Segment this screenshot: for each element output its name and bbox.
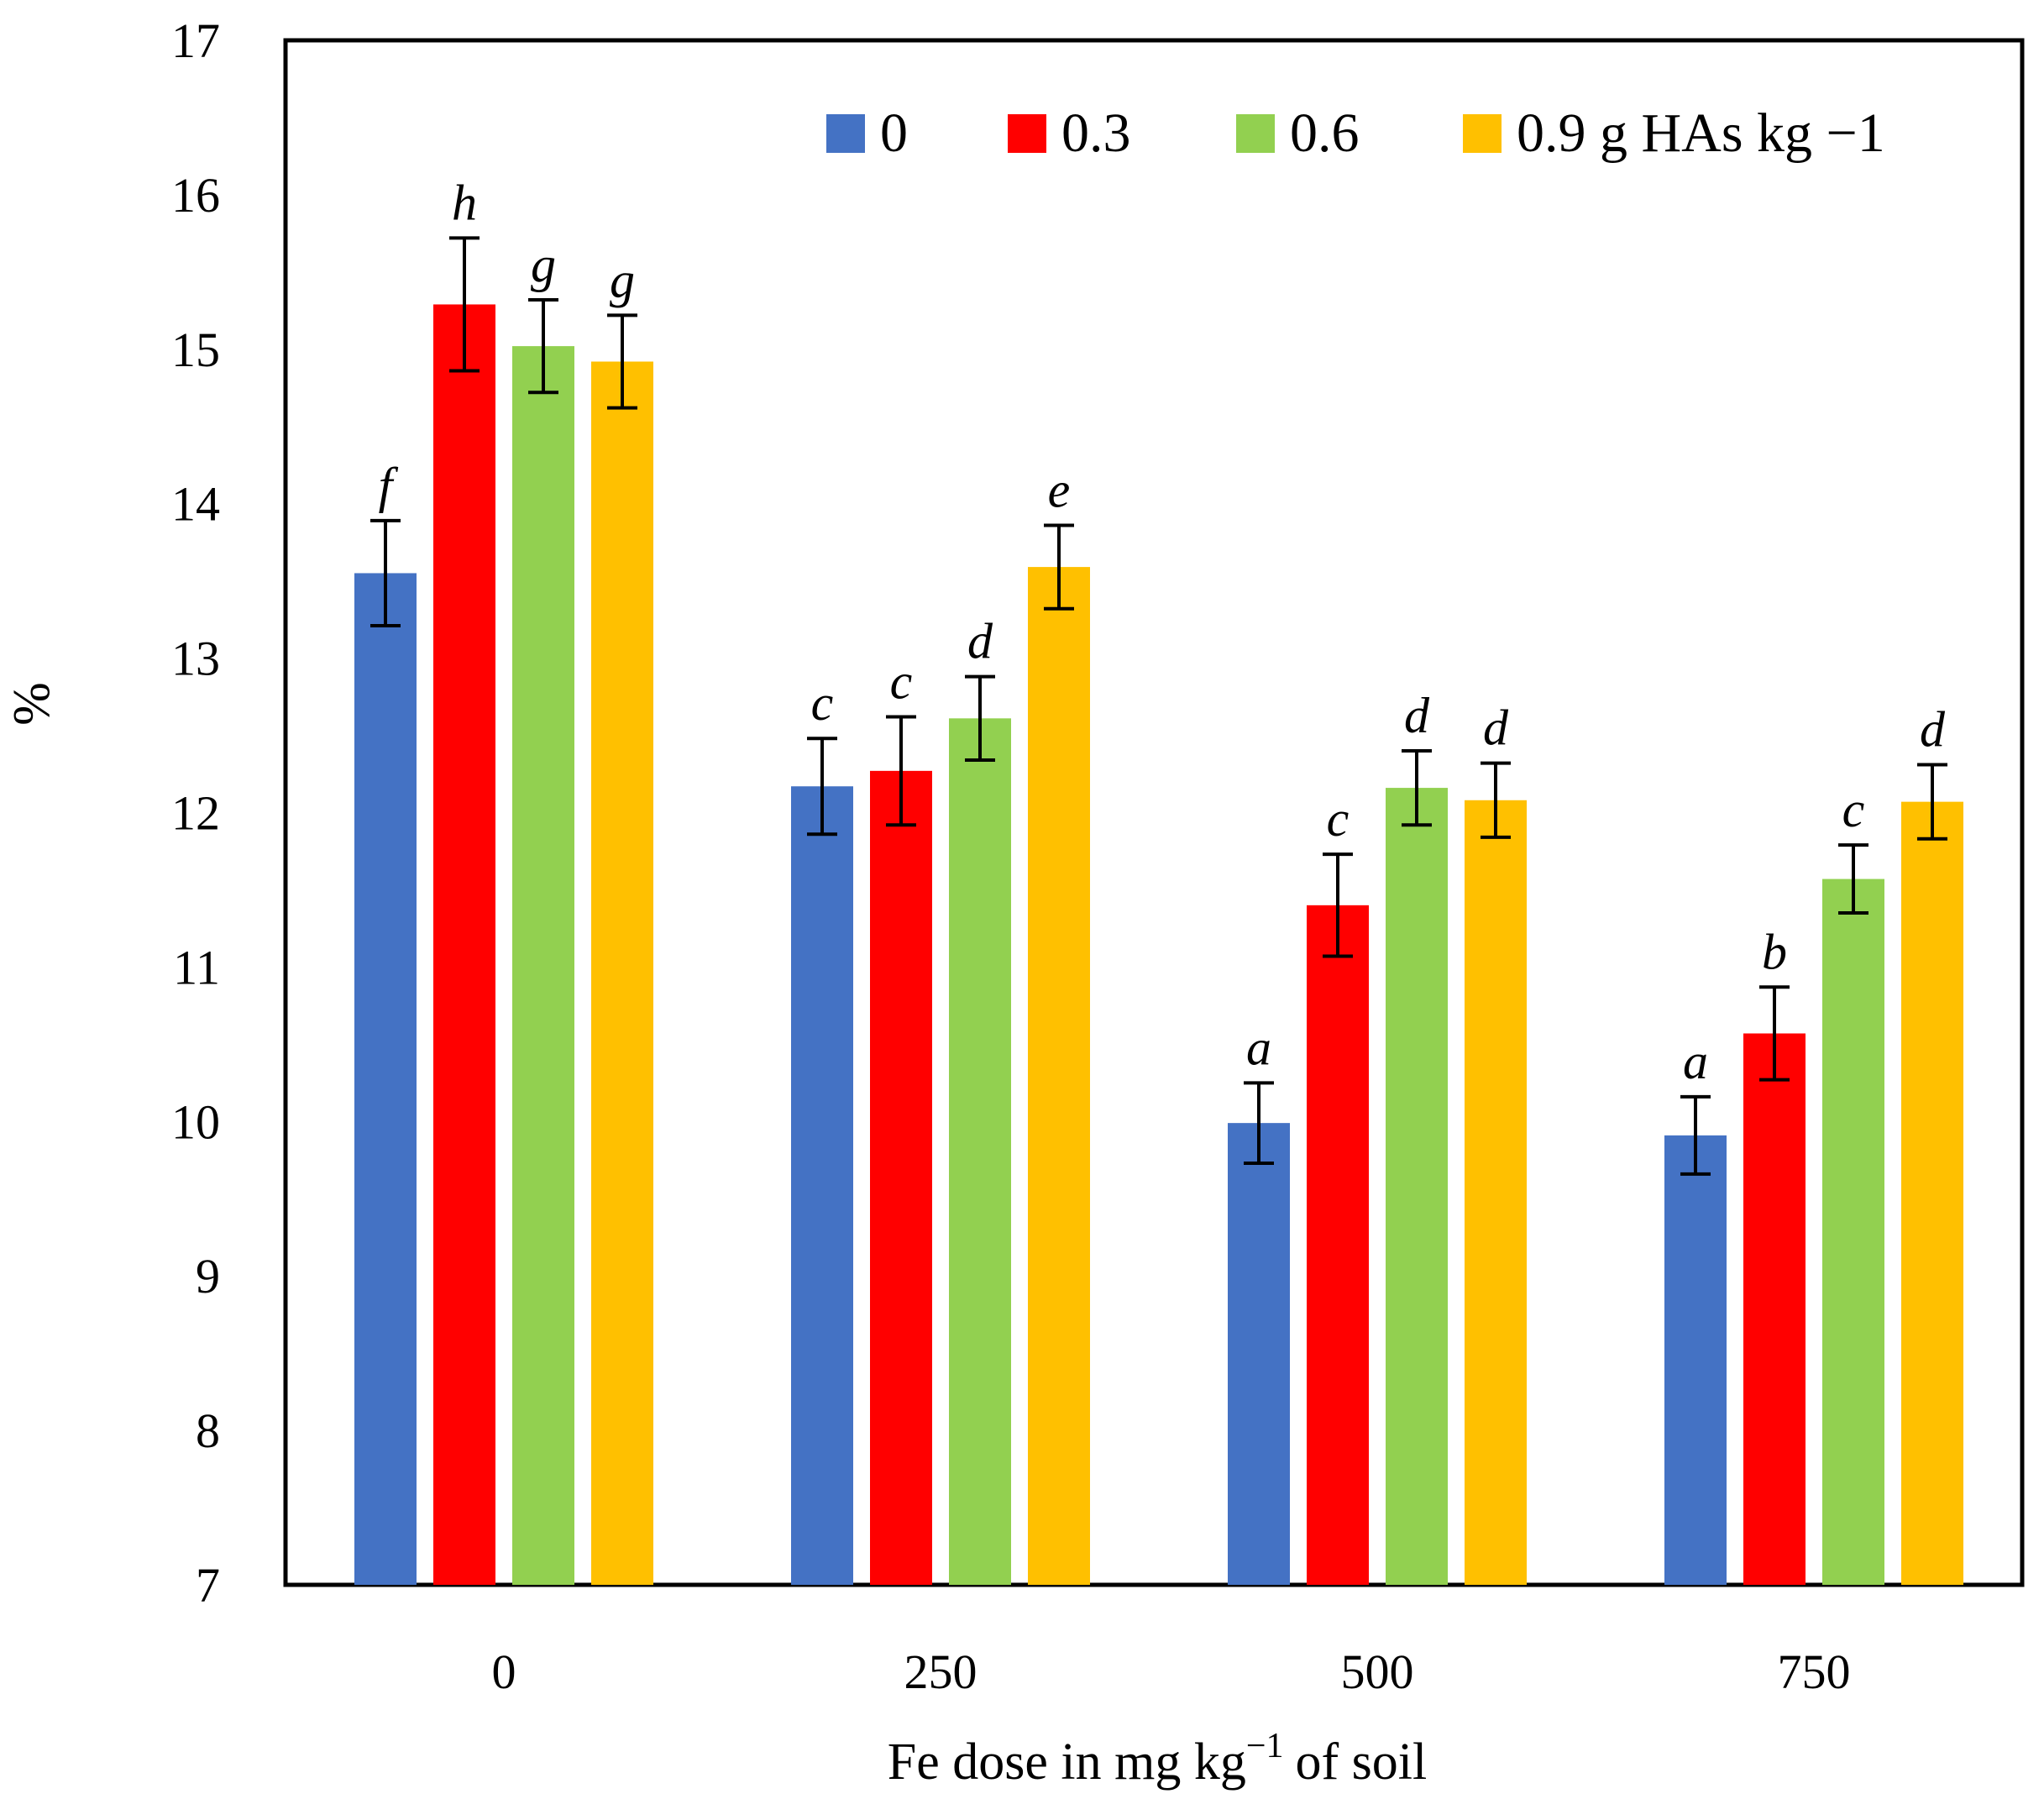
- x-tick-label-750: 750: [1778, 1644, 1851, 1699]
- bar-0-9-g-has-kg-1-at-750: [1901, 801, 1963, 1585]
- bar-0-at-0: [354, 573, 417, 1585]
- significance-letter: c: [1327, 791, 1350, 847]
- legend-label-0-3: 0.3: [1061, 102, 1131, 164]
- legend-swatch-0-9-g-has-kg-1: [1463, 114, 1502, 153]
- legend: 0 0.3 0.6 0.9 g HAs kg −1: [826, 102, 1885, 164]
- significance-letter: a: [1683, 1034, 1708, 1089]
- x-tick-label-500: 500: [1341, 1644, 1414, 1699]
- legend-swatch-0-3: [1008, 114, 1046, 153]
- significance-letter: c: [811, 675, 834, 731]
- bar-0-9-g-has-kg-1-at-250: [1028, 567, 1090, 1585]
- x-axis-title-superscript: −1: [1246, 1727, 1284, 1765]
- y-tick-label-16: 16: [171, 168, 220, 223]
- significance-letter: a: [1246, 1020, 1271, 1075]
- significance-letter: c: [890, 653, 913, 709]
- bar-0-6-at-500: [1386, 788, 1448, 1585]
- y-tick-label-8: 8: [196, 1403, 220, 1458]
- legend-label-0-9-g-has-kg-1: 0.9 g HAs kg −1: [1517, 102, 1885, 164]
- y-tick-label-9: 9: [196, 1249, 220, 1303]
- significance-letter: d: [967, 614, 993, 669]
- x-axis-title: Fe dose in mg kg−1 of soil: [888, 1727, 1428, 1791]
- significance-letter: d: [1404, 688, 1430, 743]
- legend-label-0-6: 0.6: [1290, 102, 1360, 164]
- legend-label-0: 0: [880, 102, 908, 164]
- bar-0-at-750: [1664, 1135, 1727, 1585]
- x-tick-label-0: 0: [492, 1644, 516, 1699]
- significance-letter: d: [1483, 700, 1509, 756]
- significance-letter: c: [1842, 782, 1865, 837]
- bar-0-6-at-0: [512, 346, 574, 1585]
- y-tick-label-13: 13: [171, 632, 220, 686]
- significance-letter: f: [379, 458, 399, 513]
- x-tick-label-250: 250: [904, 1644, 977, 1699]
- legend-swatch-0: [826, 114, 865, 153]
- significance-letter: b: [1762, 924, 1787, 979]
- bar-0-3-at-0: [433, 304, 495, 1585]
- significance-letter: d: [1920, 701, 1946, 757]
- bar-0-3-at-750: [1743, 1033, 1806, 1585]
- x-axis-title-suffix: of soil: [1296, 1733, 1428, 1791]
- bar-0-6-at-750: [1822, 879, 1884, 1585]
- y-tick-label-11: 11: [173, 940, 220, 994]
- x-axis-ticks: 0 250 500 750: [492, 1644, 1851, 1699]
- y-tick-label-10: 10: [171, 1094, 220, 1149]
- bar-0-3-at-250: [870, 770, 932, 1585]
- significance-letter: h: [452, 175, 477, 230]
- plot-area-frame: [283, 38, 2025, 1587]
- bar-0-9-g-has-kg-1-at-500: [1465, 800, 1527, 1585]
- bar-0-9-g-has-kg-1-at-0: [591, 361, 653, 1586]
- significance-letter: g: [610, 252, 635, 307]
- significance-letter: g: [531, 237, 556, 292]
- bar-0-6-at-250: [949, 718, 1011, 1585]
- y-tick-label-17: 17: [171, 13, 220, 68]
- x-axis-title-main: Fe dose in mg kg: [888, 1733, 1246, 1791]
- y-tick-label-14: 14: [171, 477, 220, 532]
- y-axis-ticks: 7 8 9 10 11 12 13 14 15 16 17: [171, 13, 220, 1613]
- y-tick-label-12: 12: [171, 786, 220, 841]
- bar-0-at-500: [1228, 1123, 1290, 1585]
- y-tick-label-7: 7: [196, 1558, 220, 1613]
- significance-letter: e: [1048, 462, 1071, 517]
- y-tick-label-15: 15: [171, 323, 220, 377]
- y-axis-title: %: [3, 682, 60, 726]
- bar-0-3-at-500: [1307, 905, 1369, 1585]
- legend-swatch-0-6: [1236, 114, 1275, 153]
- bar-0-at-250: [791, 786, 853, 1585]
